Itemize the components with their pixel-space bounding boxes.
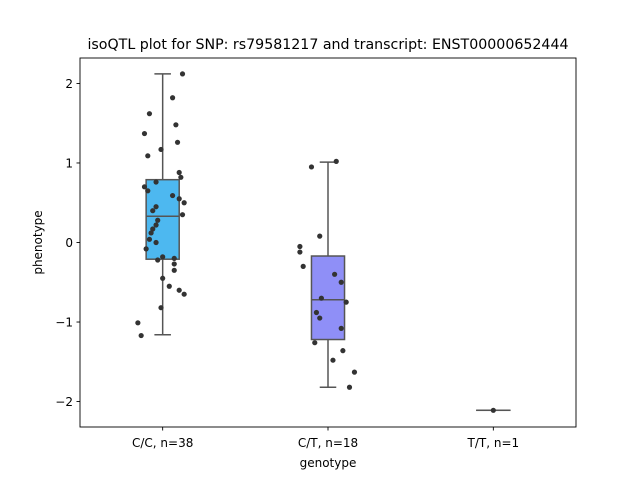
box-group-2 (297, 158, 358, 390)
data-point (176, 287, 182, 293)
data-point (148, 230, 154, 236)
data-point (146, 236, 153, 242)
data-point (181, 200, 187, 206)
box-group-1 (135, 71, 187, 339)
data-point (153, 179, 159, 185)
data-point (317, 233, 323, 239)
data-point (155, 217, 161, 223)
data-point (176, 169, 182, 176)
box-iqr (310, 255, 346, 341)
data-point (178, 174, 184, 180)
data-point (313, 309, 320, 316)
data-point (158, 305, 164, 311)
data-point (166, 283, 172, 289)
data-point (318, 295, 324, 301)
x-tick-label: T/T, n=1 (467, 436, 520, 450)
y-axis-label: phenotype (31, 210, 45, 274)
data-point (146, 111, 153, 117)
data-point (300, 263, 306, 269)
data-point (169, 95, 176, 101)
data-point (171, 267, 177, 273)
y-tick-label: 1 (65, 156, 73, 170)
data-point (141, 184, 148, 190)
data-point (173, 122, 179, 128)
data-point (333, 158, 339, 164)
data-point (153, 222, 159, 228)
data-point (338, 325, 344, 331)
data-point (160, 275, 166, 281)
data-point (138, 332, 144, 339)
data-point (169, 192, 176, 199)
data-point (145, 188, 151, 194)
data-point (179, 212, 186, 218)
data-point (145, 153, 151, 159)
data-point (143, 246, 149, 252)
x-tick-label: C/C, n=38 (132, 436, 193, 450)
x-axis: C/C, n=38 C/T, n=18 T/T, n=1 (132, 427, 519, 450)
x-axis-label: genotype (300, 456, 357, 470)
data-point (312, 340, 318, 346)
data-point (150, 208, 156, 214)
y-tick-label: −2 (55, 395, 73, 409)
data-point (176, 196, 182, 202)
data-point (490, 407, 496, 413)
data-point (181, 291, 187, 297)
data-point (317, 315, 323, 321)
data-point (141, 130, 148, 137)
y-axis: 2 1 0 −1 −2 (55, 77, 80, 409)
data-point (332, 271, 338, 277)
data-point (135, 320, 141, 326)
x-tick-label: C/T, n=18 (298, 436, 358, 450)
data-point (330, 357, 336, 363)
data-point (308, 164, 315, 170)
y-tick-label: 0 (65, 236, 73, 250)
data-point (171, 261, 177, 267)
data-point (346, 384, 353, 390)
box-group-3 (476, 407, 511, 413)
data-point (297, 249, 303, 255)
data-point (338, 279, 344, 285)
data-point (351, 369, 358, 375)
data-point (340, 348, 346, 354)
data-point (171, 255, 177, 262)
y-tick-label: 2 (65, 77, 73, 91)
data-point (174, 139, 181, 145)
data-point (153, 239, 159, 246)
data-point (160, 254, 166, 260)
y-tick-label: −1 (55, 316, 73, 330)
data-point (179, 71, 186, 77)
data-point (297, 243, 303, 250)
box-iqr (145, 178, 180, 260)
data-point (158, 146, 164, 153)
data-point (155, 257, 161, 263)
plot-area (135, 71, 511, 413)
data-point (150, 226, 156, 232)
data-point (343, 299, 349, 305)
chart-title: isoQTL plot for SNP: rs79581217 and tran… (87, 37, 568, 53)
data-point (153, 204, 159, 210)
